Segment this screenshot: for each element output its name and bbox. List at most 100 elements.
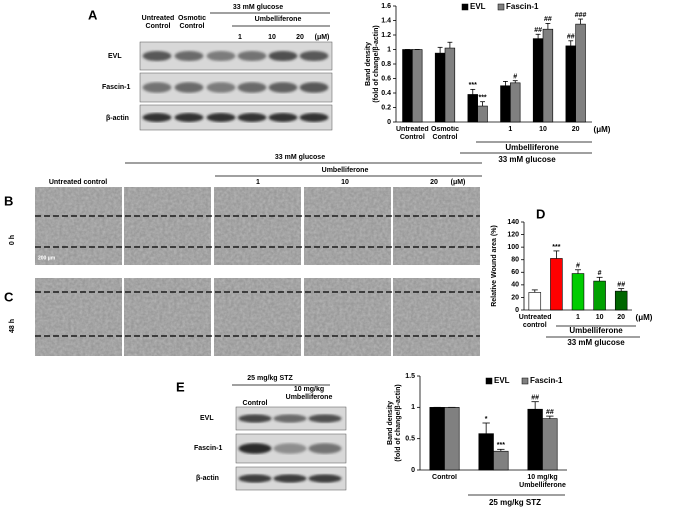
panel-label: B: [4, 193, 13, 208]
y-axis-label: Band density: [365, 42, 372, 86]
bar: [478, 433, 494, 471]
significance-label: *: [485, 416, 488, 423]
blot-band: [237, 113, 267, 122]
x-tick-label: 10 mg/kg Umbelliferone: [519, 474, 566, 489]
blot-band: [299, 113, 329, 122]
error-bar: [437, 46, 443, 54]
panel-label: A: [88, 7, 98, 22]
legend-swatch: [497, 3, 505, 11]
x-tick-label-text: Untreated Control: [395, 126, 429, 141]
bar: [527, 408, 543, 471]
x-tick-label: Osmotic Control: [430, 126, 459, 141]
group-label: 25 mg/kg STZ: [489, 498, 541, 507]
blot-band: [268, 113, 298, 122]
row-label: 0 h: [9, 235, 16, 245]
y-tick-label: 0.4: [381, 90, 391, 97]
blot-image: [139, 41, 333, 131]
significance-label: ***: [497, 442, 505, 449]
y-axis-label: (fold of change/β-actin): [373, 25, 380, 102]
error-bar: [553, 250, 560, 259]
blot-band: [142, 50, 172, 62]
unit-label: (μM): [315, 34, 330, 41]
x-tick-label: 1: [576, 314, 580, 321]
y-tick-label: 0: [515, 307, 519, 314]
blot-band: [237, 82, 267, 93]
group-label: 33 mM glucose: [567, 338, 625, 347]
significance-label: ##: [531, 395, 539, 402]
bar: [444, 407, 460, 471]
dose-label: 10: [268, 34, 276, 41]
x-tick-label: 20: [617, 314, 626, 321]
x-tick-label-text: 20: [617, 314, 626, 321]
blot-band: [206, 50, 236, 62]
bar: [550, 258, 563, 311]
y-axis-label: (fold of change/β-actin): [395, 384, 402, 461]
micrograph-texture: [304, 187, 391, 265]
error-bar: [578, 18, 584, 25]
column-label: Untreated Control: [141, 15, 175, 30]
bar: [528, 292, 542, 311]
panel-label: D: [536, 206, 545, 221]
y-tick-label: 1: [387, 46, 391, 53]
significance-label: #: [598, 270, 602, 277]
legend-label: Fascin-1: [530, 376, 563, 385]
bar: [542, 28, 554, 123]
y-tick-label: 1.4: [381, 17, 391, 24]
significance-label: ###: [575, 12, 587, 19]
y-axis-label: Band density: [387, 401, 394, 445]
error-bar: [497, 448, 505, 452]
significance-label: #: [513, 74, 517, 81]
scale-bar-label: 200 μm: [38, 255, 56, 261]
significance-label: ***: [469, 82, 477, 89]
dose-label: 20: [296, 34, 304, 41]
y-tick-label: 0: [387, 119, 391, 126]
blot-band: [142, 113, 172, 122]
micrograph-texture: [214, 278, 301, 356]
blot-image: [235, 406, 347, 491]
bar: [500, 85, 511, 123]
blot-band: [299, 50, 329, 62]
x-tick-label-text: Osmotic Control: [430, 126, 459, 141]
x-tick-label: Untreated control: [519, 314, 551, 329]
row-label: EVL: [108, 53, 122, 60]
significance-label: #: [576, 263, 580, 270]
column-label-text: Untreated Control: [141, 15, 175, 30]
bar: [444, 47, 456, 123]
micrograph-texture: [393, 187, 480, 265]
drug-label: Umbelliferone: [255, 16, 302, 23]
legend-label: EVL: [470, 2, 486, 11]
y-axis-label: Relative Wound area (%): [491, 225, 498, 307]
micrograph-grid: [35, 187, 480, 356]
y-tick-label: 0.2: [381, 104, 391, 111]
micrograph-texture: [124, 278, 211, 356]
bar: [434, 52, 446, 123]
blot-band: [238, 443, 272, 454]
row-label: Fascin-1: [194, 445, 223, 452]
row-label: β-actin: [106, 115, 129, 122]
row-label: 48 h: [9, 319, 16, 333]
error-bar: [596, 276, 603, 282]
significance-label: ##: [567, 34, 575, 41]
x-tick-label-text: 1: [508, 126, 513, 133]
bar: [510, 82, 521, 123]
y-tick-label: 100: [507, 244, 519, 251]
column-label: Control: [243, 400, 268, 407]
blot-band: [299, 82, 329, 93]
x-tick-label: Control: [432, 474, 457, 481]
bar: [402, 49, 413, 123]
bar: [571, 273, 585, 311]
group-label: 33 mM glucose: [498, 155, 556, 164]
error-bar: [531, 289, 538, 293]
micrograph-texture: [35, 187, 122, 265]
bar: [532, 38, 544, 123]
blot-band: [308, 443, 342, 454]
error-bar: [546, 415, 554, 419]
dose-label: 20: [430, 179, 438, 186]
micrograph-texture: [214, 187, 301, 265]
legend-swatch: [521, 377, 529, 385]
blot-band: [308, 414, 342, 423]
row-label: β-actin: [196, 475, 219, 482]
blot-band: [174, 82, 204, 93]
blot-band: [206, 113, 236, 122]
